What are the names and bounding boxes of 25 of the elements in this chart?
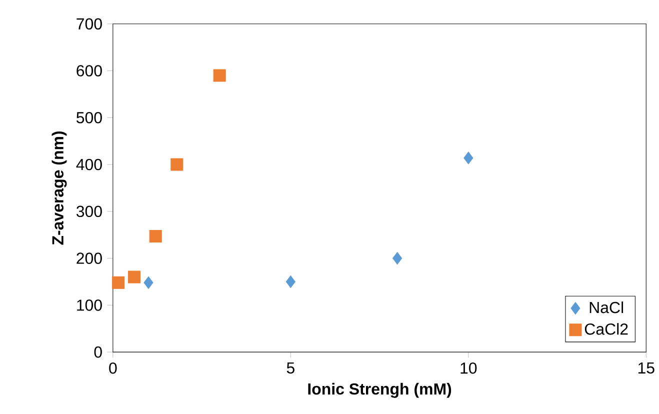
point [170,158,184,171]
y-tick-label: 600 [76,65,102,76]
y-tick-label: 100 [77,299,102,311]
point [286,275,296,288]
legend-label: CaCl2 [584,322,628,335]
y-tick-label: 200 [76,252,102,264]
x-tick-label: 15 [638,362,654,374]
point [112,276,125,289]
y-tick-label: 300 [76,206,102,217]
x-tick-label: 10 [460,362,477,374]
point [213,69,226,82]
point [464,152,474,164]
point [144,276,154,289]
y-axis-title: Z-average (nm) [52,131,67,245]
x-tick-label: 5 [286,362,294,374]
y-tick-label: 700 [76,18,102,30]
y-tick-label: 0 [94,346,102,358]
x-tick-label: 0 [109,362,117,374]
point [128,270,141,284]
x-axis-title: Ionic Strengh (mM) [308,382,452,398]
point [149,230,162,242]
y-tick-label: 500 [76,112,102,124]
point [392,252,402,264]
legend-label: NaCl [590,301,624,314]
y-tick-label: 400 [76,158,102,170]
